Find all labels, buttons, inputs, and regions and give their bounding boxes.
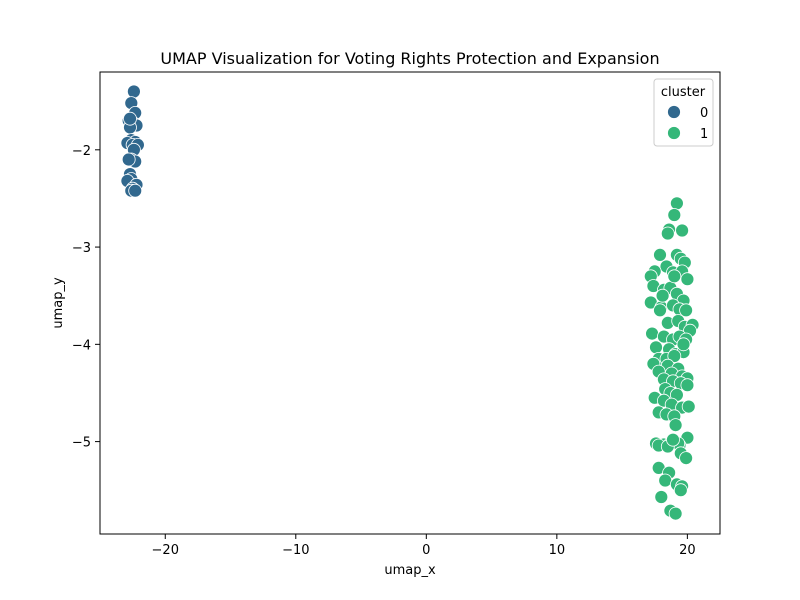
- legend-label-0: 0: [700, 106, 708, 121]
- x-axis-ticks: −20 −10 0 10 20: [152, 534, 696, 558]
- cluster-1-point: [680, 272, 695, 287]
- cluster-1-point: [667, 349, 682, 363]
- cluster-1-point: [668, 506, 683, 521]
- cluster-1-point: [670, 196, 684, 211]
- legend: cluster 01: [653, 78, 714, 147]
- y-tick-label: −5: [72, 436, 91, 451]
- cluster-1-point: [658, 473, 673, 488]
- cluster-1-point: [653, 303, 667, 318]
- cluster-1-point: [645, 326, 659, 341]
- cluster-1-point: [675, 223, 689, 238]
- legend-label-1: 1: [700, 127, 708, 142]
- cluster-1-point: [660, 226, 675, 241]
- y-tick-label: −2: [72, 144, 91, 159]
- cluster-0-point: [123, 111, 137, 126]
- cluster-0-point: [126, 84, 141, 99]
- cluster-1-point: [654, 490, 669, 504]
- y-axis-ticks: −5 −4 −3 −2: [72, 144, 100, 451]
- plot-frame: [99, 71, 721, 535]
- x-tick-label: 10: [549, 543, 566, 558]
- legend-title: cluster: [661, 85, 706, 100]
- cluster-1-point: [681, 399, 696, 414]
- cluster-1-point: [676, 337, 691, 352]
- cluster-1-point: [649, 340, 663, 355]
- x-axis-label: umap_x: [384, 563, 436, 578]
- cluster-1-point: [673, 483, 688, 498]
- x-tick-label: 0: [422, 543, 430, 558]
- cluster-1-point: [679, 303, 693, 318]
- y-axis-label: umap_y: [51, 277, 66, 329]
- plot-points: [120, 84, 700, 521]
- y-tick-label: −3: [72, 241, 91, 256]
- cluster-1-point: [668, 418, 683, 433]
- cluster-0-point: [121, 152, 136, 167]
- cluster-1-point: [667, 208, 682, 222]
- cluster-1-point: [679, 451, 693, 466]
- x-tick-label: −20: [152, 543, 179, 558]
- legend-entries: 01: [667, 105, 708, 142]
- cluster-1-point: [653, 247, 667, 262]
- cluster-1-point: [655, 288, 670, 303]
- cluster-1-point: [667, 269, 682, 284]
- y-tick-label: −4: [72, 338, 91, 353]
- x-tick-label: −10: [282, 543, 309, 558]
- x-tick-label: 20: [679, 543, 696, 558]
- legend-marker-1: [667, 126, 681, 140]
- cluster-1-point: [666, 432, 680, 447]
- legend-marker-0: [667, 105, 681, 119]
- chart-title: UMAP Visualization for Voting Rights Pro…: [160, 49, 659, 68]
- cluster-1-point: [680, 378, 695, 393]
- cluster-0-point: [128, 183, 143, 198]
